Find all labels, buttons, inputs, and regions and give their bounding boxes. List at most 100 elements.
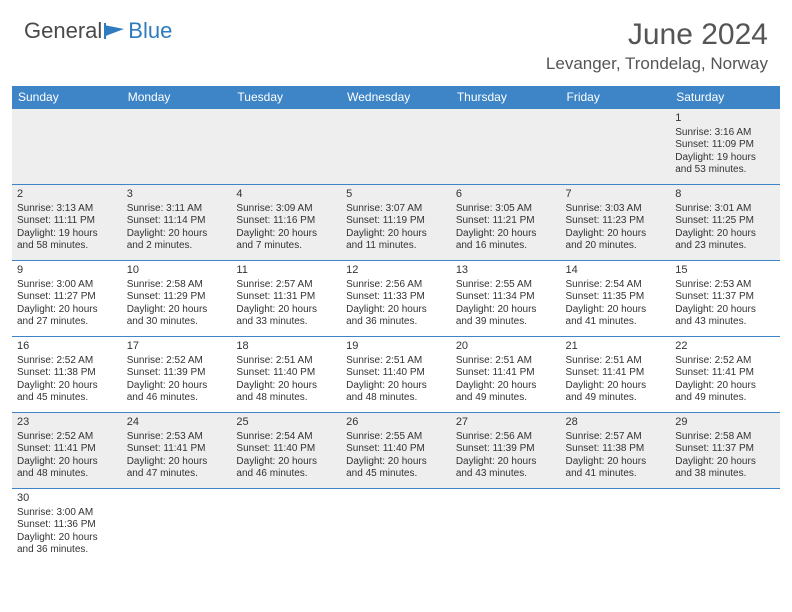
calendar-week-row: 1Sunrise: 3:16 AMSunset: 11:09 PMDayligh… — [12, 109, 780, 185]
calendar-week-row: 9Sunrise: 3:00 AMSunset: 11:27 PMDayligh… — [12, 261, 780, 337]
day-number: 15 — [675, 264, 775, 278]
daylight-text: Daylight: 20 hours — [127, 456, 227, 469]
sunrise-text: Sunrise: 2:53 AM — [127, 431, 227, 444]
calendar-day-cell: 14Sunrise: 2:54 AMSunset: 11:35 PMDaylig… — [561, 261, 671, 337]
day-number: 1 — [675, 112, 775, 126]
daylight-text: Daylight: 20 hours — [17, 304, 117, 317]
calendar-day-cell: 3Sunrise: 3:11 AMSunset: 11:14 PMDayligh… — [122, 185, 232, 261]
sunset-text: Sunset: 11:40 PM — [346, 367, 446, 380]
sunset-text: Sunset: 11:16 PM — [236, 215, 336, 228]
day-number: 30 — [17, 492, 117, 506]
calendar-day-cell: 19Sunrise: 2:51 AMSunset: 11:40 PMDaylig… — [341, 337, 451, 413]
sunrise-text: Sunrise: 2:58 AM — [127, 279, 227, 292]
daylight-text: Daylight: 20 hours — [236, 228, 336, 241]
calendar-empty-cell — [122, 489, 232, 565]
month-title: June 2024 — [546, 18, 768, 52]
sunset-text: Sunset: 11:33 PM — [346, 291, 446, 304]
weekday-header: Wednesday — [341, 86, 451, 109]
day-number: 18 — [236, 340, 336, 354]
sunset-text: Sunset: 11:39 PM — [456, 443, 556, 456]
calendar-week-row: 30Sunrise: 3:00 AMSunset: 11:36 PMDaylig… — [12, 489, 780, 565]
sunset-text: Sunset: 11:39 PM — [127, 367, 227, 380]
calendar-day-cell: 24Sunrise: 2:53 AMSunset: 11:41 PMDaylig… — [122, 413, 232, 489]
calendar-empty-cell — [561, 489, 671, 565]
day-number: 22 — [675, 340, 775, 354]
sunrise-text: Sunrise: 3:13 AM — [17, 203, 117, 216]
daylight-text: and 48 minutes. — [17, 468, 117, 481]
calendar-day-cell: 30Sunrise: 3:00 AMSunset: 11:36 PMDaylig… — [12, 489, 122, 565]
daylight-text: Daylight: 20 hours — [675, 380, 775, 393]
daylight-text: Daylight: 20 hours — [675, 228, 775, 241]
daylight-text: and 41 minutes. — [566, 316, 666, 329]
daylight-text: and 47 minutes. — [127, 468, 227, 481]
daylight-text: and 41 minutes. — [566, 468, 666, 481]
day-number: 26 — [346, 416, 446, 430]
day-number: 2 — [17, 188, 117, 202]
sunset-text: Sunset: 11:19 PM — [346, 215, 446, 228]
daylight-text: Daylight: 20 hours — [456, 304, 556, 317]
calendar-day-cell: 9Sunrise: 3:00 AMSunset: 11:27 PMDayligh… — [12, 261, 122, 337]
sunset-text: Sunset: 11:41 PM — [17, 443, 117, 456]
calendar-day-cell: 2Sunrise: 3:13 AMSunset: 11:11 PMDayligh… — [12, 185, 122, 261]
calendar-day-cell: 28Sunrise: 2:57 AMSunset: 11:38 PMDaylig… — [561, 413, 671, 489]
sunset-text: Sunset: 11:23 PM — [566, 215, 666, 228]
flag-icon — [104, 23, 126, 39]
daylight-text: and 16 minutes. — [456, 240, 556, 253]
sunrise-text: Sunrise: 2:51 AM — [236, 355, 336, 368]
day-number: 29 — [675, 416, 775, 430]
daylight-text: Daylight: 20 hours — [675, 456, 775, 469]
day-number: 11 — [236, 264, 336, 278]
sunrise-text: Sunrise: 2:55 AM — [456, 279, 556, 292]
sunrise-text: Sunrise: 2:55 AM — [346, 431, 446, 444]
daylight-text: and 53 minutes. — [675, 164, 775, 177]
daylight-text: and 43 minutes. — [456, 468, 556, 481]
day-number: 19 — [346, 340, 446, 354]
sunset-text: Sunset: 11:21 PM — [456, 215, 556, 228]
calendar-day-cell: 4Sunrise: 3:09 AMSunset: 11:16 PMDayligh… — [231, 185, 341, 261]
sunrise-text: Sunrise: 2:52 AM — [17, 355, 117, 368]
weekday-header: Sunday — [12, 86, 122, 109]
calendar-week-row: 16Sunrise: 2:52 AMSunset: 11:38 PMDaylig… — [12, 337, 780, 413]
sunset-text: Sunset: 11:41 PM — [127, 443, 227, 456]
weekday-header: Thursday — [451, 86, 561, 109]
calendar-empty-cell — [451, 109, 561, 185]
day-number: 8 — [675, 188, 775, 202]
sunset-text: Sunset: 11:29 PM — [127, 291, 227, 304]
day-number: 23 — [17, 416, 117, 430]
weekday-header: Saturday — [670, 86, 780, 109]
daylight-text: Daylight: 20 hours — [456, 380, 556, 393]
daylight-text: and 46 minutes. — [236, 468, 336, 481]
weekday-header: Monday — [122, 86, 232, 109]
calendar-day-cell: 5Sunrise: 3:07 AMSunset: 11:19 PMDayligh… — [341, 185, 451, 261]
daylight-text: Daylight: 19 hours — [17, 228, 117, 241]
calendar-day-cell: 20Sunrise: 2:51 AMSunset: 11:41 PMDaylig… — [451, 337, 561, 413]
daylight-text: Daylight: 19 hours — [675, 152, 775, 165]
calendar-day-cell: 1Sunrise: 3:16 AMSunset: 11:09 PMDayligh… — [670, 109, 780, 185]
day-number: 7 — [566, 188, 666, 202]
weekday-header: Friday — [561, 86, 671, 109]
day-number: 28 — [566, 416, 666, 430]
calendar-day-cell: 11Sunrise: 2:57 AMSunset: 11:31 PMDaylig… — [231, 261, 341, 337]
calendar-day-cell: 7Sunrise: 3:03 AMSunset: 11:23 PMDayligh… — [561, 185, 671, 261]
daylight-text: Daylight: 20 hours — [456, 456, 556, 469]
daylight-text: and 36 minutes. — [17, 544, 117, 557]
sunrise-text: Sunrise: 3:01 AM — [675, 203, 775, 216]
daylight-text: and 7 minutes. — [236, 240, 336, 253]
sunset-text: Sunset: 11:11 PM — [17, 215, 117, 228]
daylight-text: and 49 minutes. — [675, 392, 775, 405]
daylight-text: Daylight: 20 hours — [566, 380, 666, 393]
daylight-text: Daylight: 20 hours — [346, 380, 446, 393]
daylight-text: and 45 minutes. — [17, 392, 117, 405]
day-number: 6 — [456, 188, 556, 202]
sunset-text: Sunset: 11:38 PM — [566, 443, 666, 456]
day-number: 16 — [17, 340, 117, 354]
sunrise-text: Sunrise: 3:16 AM — [675, 127, 775, 140]
sunrise-text: Sunrise: 2:54 AM — [566, 279, 666, 292]
sunrise-text: Sunrise: 3:11 AM — [127, 203, 227, 216]
daylight-text: Daylight: 20 hours — [346, 456, 446, 469]
calendar-day-cell: 8Sunrise: 3:01 AMSunset: 11:25 PMDayligh… — [670, 185, 780, 261]
daylight-text: Daylight: 20 hours — [127, 228, 227, 241]
calendar-empty-cell — [561, 109, 671, 185]
sunset-text: Sunset: 11:27 PM — [17, 291, 117, 304]
daylight-text: Daylight: 20 hours — [17, 532, 117, 545]
